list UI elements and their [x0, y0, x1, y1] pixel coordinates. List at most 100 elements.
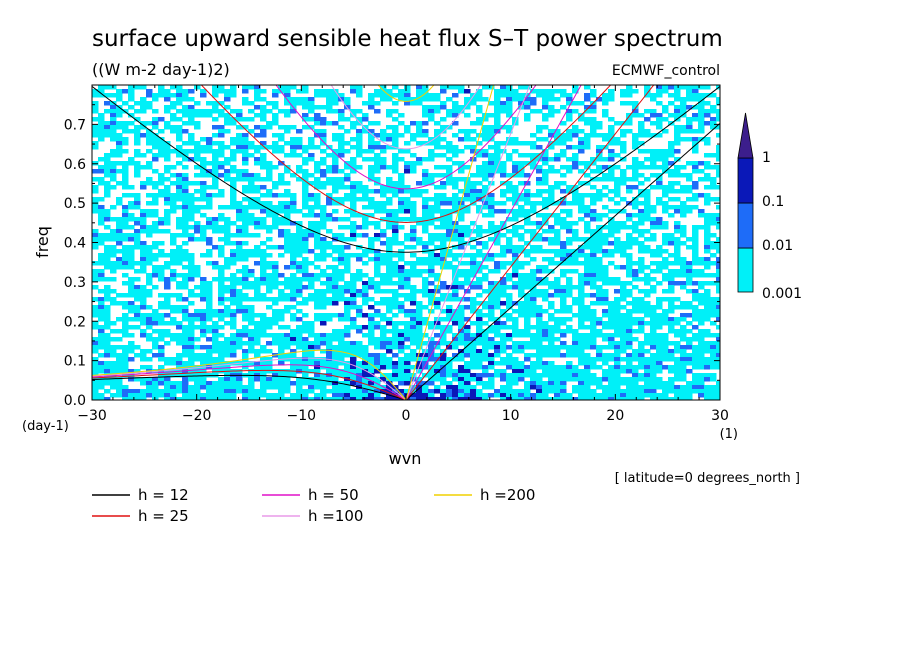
spectrum-cell: [584, 341, 591, 346]
spectrum-cell: [104, 125, 111, 130]
spectrum-cell: [554, 377, 561, 382]
spectrum-cell: [350, 361, 357, 366]
spectrum-cell: [536, 305, 543, 310]
spectrum-cell: [98, 233, 105, 238]
spectrum-cell: [386, 381, 393, 386]
spectrum-cell: [164, 277, 171, 282]
spectrum-cell: [428, 389, 435, 394]
spectrum-cell: [158, 253, 165, 258]
spectrum-cell: [110, 117, 117, 122]
spectrum-cell: [536, 213, 543, 218]
spectrum-cell: [464, 381, 471, 386]
spectrum-cell: [92, 397, 99, 400]
spectrum-cell: [512, 281, 519, 286]
spectrum-cell: [254, 389, 261, 394]
spectrum-cell: [236, 301, 243, 306]
spectrum-cell: [410, 233, 417, 238]
spectrum-cell: [398, 269, 405, 274]
spectrum-cell: [236, 177, 243, 182]
spectrum-cell: [638, 309, 645, 314]
spectrum-cell: [554, 385, 561, 390]
spectrum-cell: [182, 201, 189, 206]
spectrum-cell: [518, 249, 525, 254]
spectrum-cell: [254, 161, 261, 166]
spectrum-cell: [128, 121, 135, 126]
spectrum-cell: [446, 177, 453, 182]
spectrum-cell: [452, 153, 459, 158]
spectrum-cell: [116, 385, 123, 390]
spectrum-cell: [500, 169, 507, 174]
spectrum-cell: [350, 229, 357, 234]
spectrum-cell: [446, 293, 453, 298]
spectrum-cell: [260, 201, 267, 206]
spectrum-cell: [482, 177, 489, 182]
spectrum-cell: [224, 285, 231, 290]
spectrum-cell: [644, 265, 651, 270]
spectrum-cell: [446, 361, 453, 366]
spectrum-cell: [656, 197, 663, 202]
spectrum-cell: [590, 345, 597, 350]
spectrum-cell: [518, 233, 525, 238]
spectrum-cell: [632, 353, 639, 358]
spectrum-cell: [404, 269, 411, 274]
spectrum-cell: [224, 161, 231, 166]
spectrum-cell: [680, 281, 687, 286]
spectrum-cell: [674, 149, 681, 154]
spectrum-cell: [140, 153, 147, 158]
spectrum-cell: [296, 153, 303, 158]
spectrum-cell: [230, 205, 237, 210]
spectrum-cell: [182, 337, 189, 342]
spectrum-cell: [140, 289, 147, 294]
spectrum-cell: [542, 205, 549, 210]
spectrum-cell: [656, 313, 663, 318]
spectrum-cell: [380, 241, 387, 246]
spectrum-cell: [188, 345, 195, 350]
spectrum-cell: [296, 333, 303, 338]
spectrum-cell: [674, 389, 681, 394]
spectrum-cell: [416, 161, 423, 166]
spectrum-cell: [392, 85, 399, 90]
spectrum-cell: [506, 297, 513, 302]
spectrum-cell: [134, 297, 141, 302]
spectrum-cell: [122, 121, 129, 126]
spectrum-cell: [344, 129, 351, 134]
spectrum-cell: [188, 341, 195, 346]
spectrum-cell: [266, 397, 273, 400]
spectrum-cell: [194, 353, 201, 358]
spectrum-cell: [98, 125, 105, 130]
spectrum-cell: [542, 117, 549, 122]
spectrum-cell: [386, 177, 393, 182]
spectrum-cell: [674, 205, 681, 210]
spectrum-cell: [356, 141, 363, 146]
spectrum-cell: [92, 105, 99, 110]
spectrum-cell: [650, 377, 657, 382]
source-label: ECMWF_control: [612, 63, 720, 79]
spectrum-cell: [92, 273, 99, 278]
spectrum-cell: [176, 173, 183, 178]
spectrum-cell: [266, 177, 273, 182]
spectrum-cell: [260, 89, 267, 94]
spectrum-cell: [512, 185, 519, 190]
spectrum-cell: [290, 173, 297, 178]
spectrum-cell: [338, 361, 345, 366]
spectrum-cell: [530, 305, 537, 310]
spectrum-cell: [392, 237, 399, 242]
spectrum-cell: [488, 193, 495, 198]
spectrum-cell: [650, 393, 657, 398]
spectrum-cell: [638, 129, 645, 134]
spectrum-cell: [302, 377, 309, 382]
spectrum-cell: [386, 357, 393, 362]
spectrum-cell: [236, 337, 243, 342]
spectrum-cell: [416, 313, 423, 318]
spectrum-cell: [656, 325, 663, 330]
spectrum-cell: [656, 253, 663, 258]
spectrum-cell: [320, 281, 327, 286]
spectrum-cell: [602, 281, 609, 286]
spectrum-cell: [560, 297, 567, 302]
spectrum-cell: [296, 89, 303, 94]
spectrum-cell: [98, 353, 105, 358]
spectrum-cell: [380, 253, 387, 258]
spectrum-cell: [416, 85, 423, 90]
spectrum-cell: [428, 93, 435, 98]
spectrum-cell: [368, 205, 375, 210]
